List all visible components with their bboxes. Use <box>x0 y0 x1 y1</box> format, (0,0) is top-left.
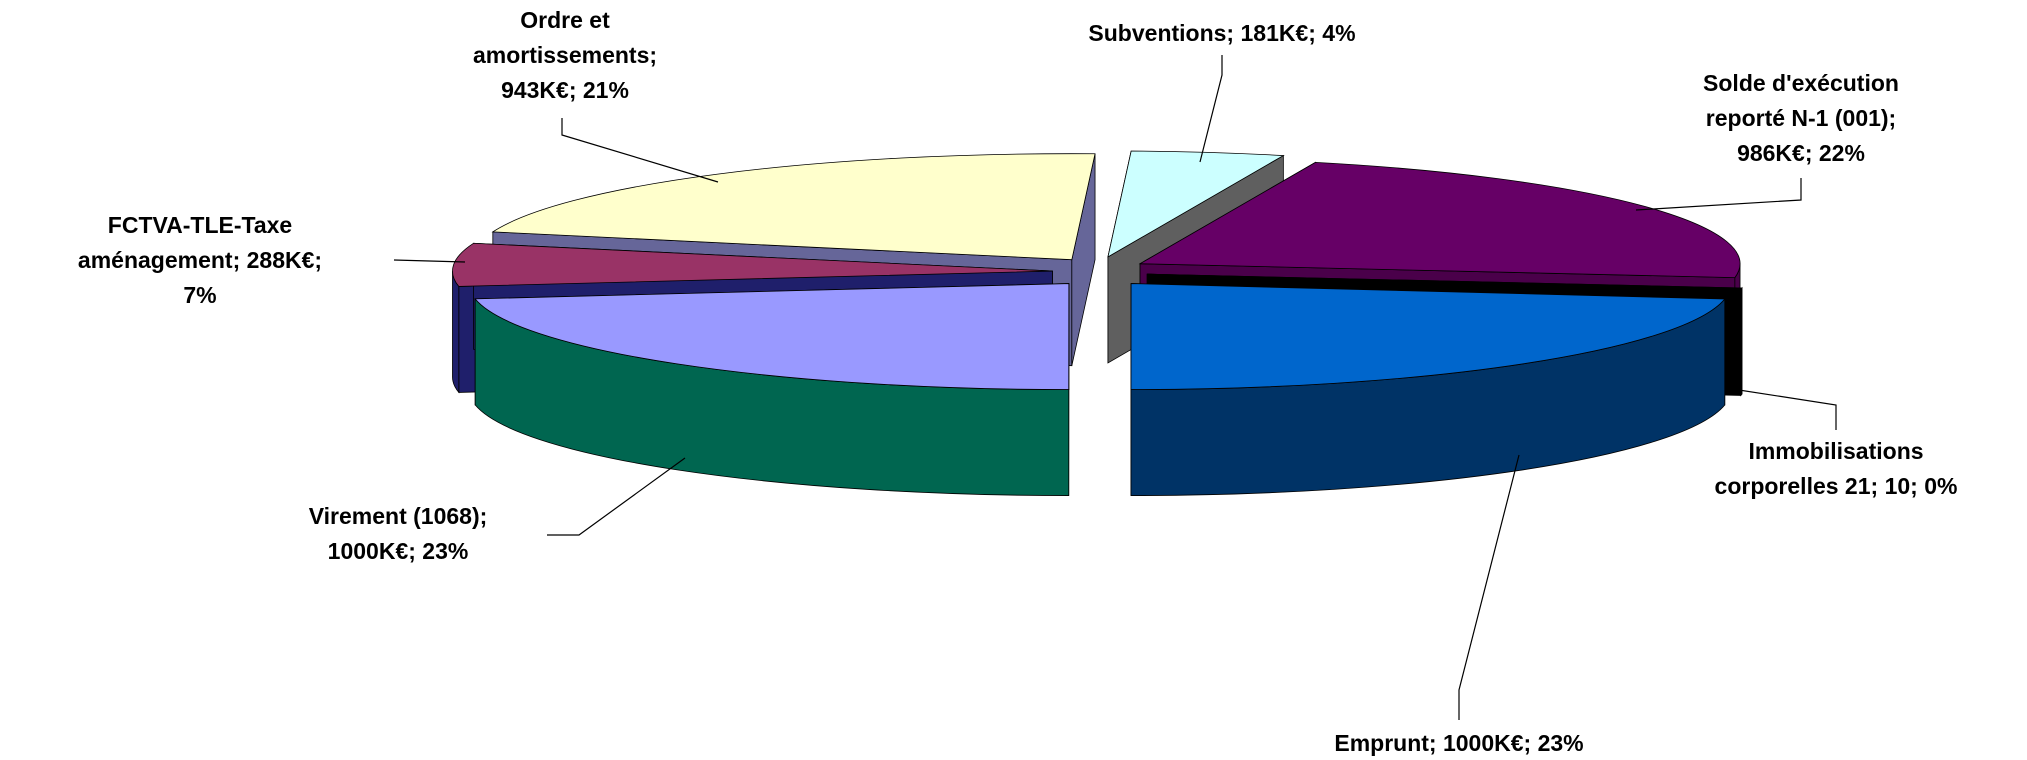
data-label: reporté N-1 (001); <box>1706 105 1896 131</box>
slice <box>452 242 1053 287</box>
data-label: Ordre et <box>520 7 610 33</box>
leader-line <box>547 457 686 536</box>
data-label: 7% <box>183 282 216 308</box>
data-label: Solde d'exécution <box>1703 70 1899 96</box>
slice <box>1130 283 1726 390</box>
slice <box>474 283 1070 390</box>
slice <box>491 153 1096 261</box>
data-label: Subventions; 181K€; 4% <box>1088 20 1355 46</box>
data-label: amortissements; <box>473 42 657 68</box>
data-label: Emprunt; 1000K€; 23% <box>1334 730 1583 756</box>
data-label: Immobilisations <box>1748 438 1923 464</box>
data-label: 986K€; 22% <box>1737 140 1865 166</box>
data-label: FCTVA-TLE-Taxe <box>108 212 292 238</box>
data-label: 943K€; 21% <box>501 77 629 103</box>
leader-line <box>1458 454 1520 720</box>
data-label: Virement (1068); <box>309 503 488 529</box>
leader-line <box>561 118 719 183</box>
slice-wall <box>1740 286 1743 397</box>
leader-line <box>1725 387 1837 430</box>
slice-wall <box>452 271 460 394</box>
slice <box>1147 273 1743 290</box>
slice <box>1107 150 1285 258</box>
data-label: corporelles 21; 10; 0% <box>1715 473 1958 499</box>
slice <box>1138 161 1741 279</box>
data-label: aménagement; 288K€; <box>78 247 322 273</box>
leader-line <box>1199 55 1223 163</box>
leader-line <box>393 259 466 263</box>
leader-line <box>1635 178 1802 211</box>
data-label: 1000K€; 23% <box>328 538 469 564</box>
